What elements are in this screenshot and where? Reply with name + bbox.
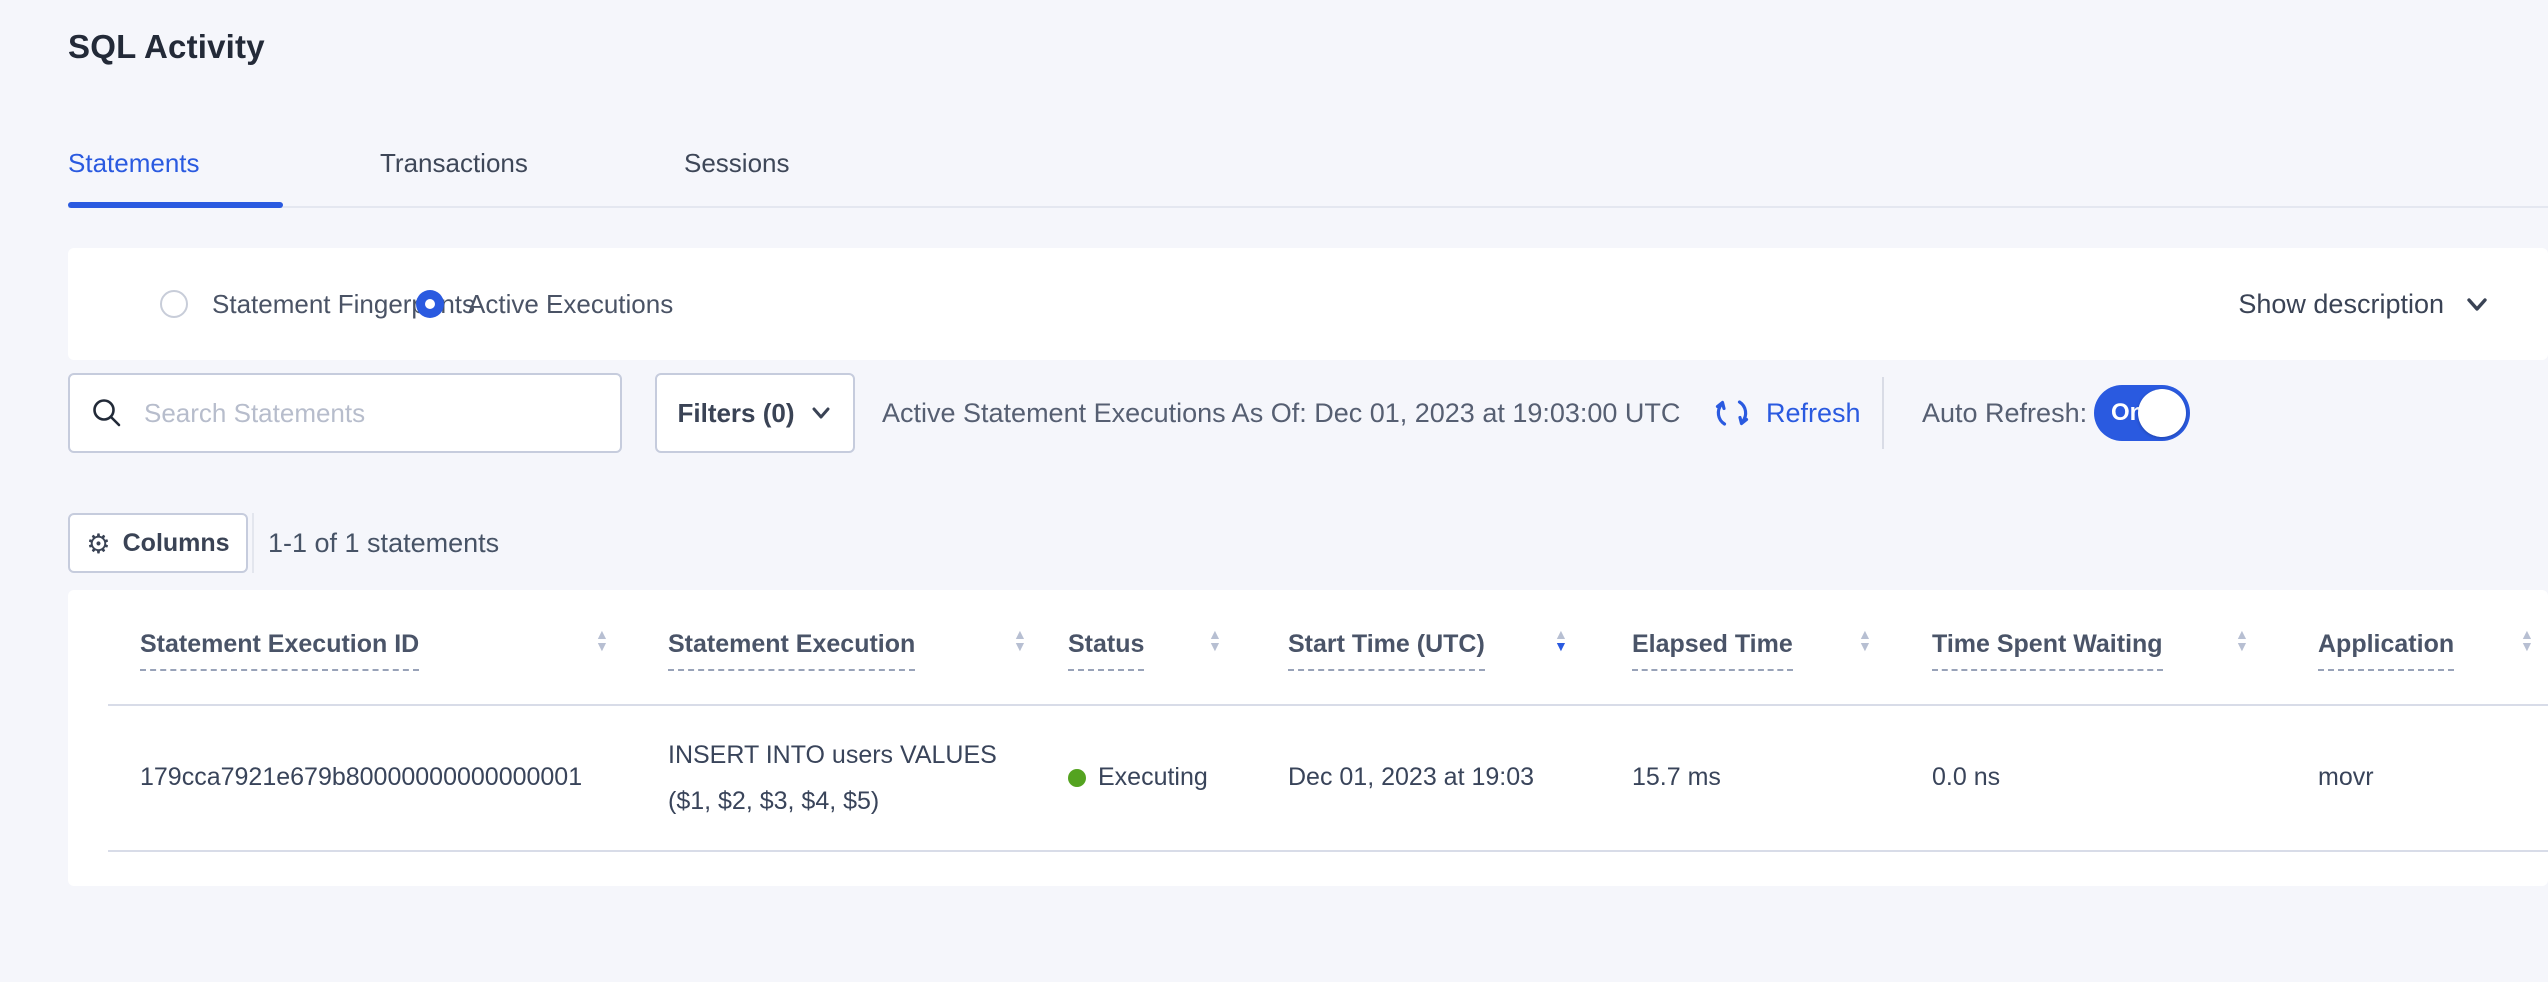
radio-active-executions[interactable]: Active Executions [416, 248, 673, 360]
view-mode-card: Statement Fingerprints Active Executions… [68, 248, 2548, 360]
filters-button[interactable]: Filters (0) [655, 373, 855, 453]
tab-statements[interactable]: Statements [68, 148, 200, 178]
statements-table: Statement Execution ID ▲ ▼ Statement Exec… [68, 590, 2548, 886]
toggle-knob [2138, 389, 2186, 437]
column-header-statement-execution-id[interactable]: Statement Execution ID [140, 630, 420, 671]
tab-bar: Statements Transactions Sessions [0, 140, 2548, 212]
sort-arrows-icon[interactable]: ▲ ▼ [1858, 626, 1872, 654]
vertical-divider [1882, 377, 1884, 449]
search-icon [90, 396, 124, 430]
show-description-toggle[interactable]: Show description [2238, 248, 2492, 360]
radio-unselected-icon [160, 290, 188, 318]
vertical-divider [252, 513, 254, 573]
column-header-elapsed-time[interactable]: Elapsed Time [1632, 630, 1793, 671]
show-description-label: Show description [2238, 288, 2444, 319]
columns-button[interactable]: ⚙ Columns [68, 513, 248, 573]
sort-arrows-icon[interactable]: ▲ ▼ [2520, 626, 2534, 654]
column-header-time-spent-waiting[interactable]: Time Spent Waiting [1932, 630, 2163, 671]
refresh-button[interactable]: Refresh [1712, 373, 1861, 453]
column-header-application[interactable]: Application [2318, 630, 2455, 671]
results-count: 1-1 of 1 statements [268, 527, 500, 558]
radio-selected-icon [416, 290, 444, 318]
tab-transactions[interactable]: Transactions [380, 148, 528, 178]
refresh-label: Refresh [1766, 397, 1861, 428]
sort-arrows-icon[interactable]: ▲ ▼ [1208, 626, 1222, 654]
auto-refresh-label: Auto Refresh: [1922, 397, 2088, 428]
search-input[interactable] [142, 396, 600, 430]
statement-line-2: ($1, $2, $3, $4, $5) [668, 786, 880, 815]
column-header-statement-execution[interactable]: Statement Execution [668, 630, 916, 671]
active-tab-indicator [68, 202, 283, 208]
chevron-down-icon [809, 401, 833, 425]
cell-start-time: Dec 01, 2023 at 19:03 [1288, 763, 1535, 791]
page-title: SQL Activity [68, 28, 265, 65]
status-label: Executing [1098, 763, 1208, 791]
tab-divider-line [68, 206, 2548, 208]
sort-arrows-icon[interactable]: ▲ ▼ [595, 626, 609, 654]
filters-label: Filters (0) [677, 397, 795, 428]
search-input-wrapper[interactable] [68, 373, 622, 453]
cell-time-spent-waiting: 0.0 ns [1932, 763, 2001, 791]
sort-arrows-icon[interactable]: ▲ ▼ [2235, 626, 2249, 654]
cell-status: Executing [1068, 705, 1208, 850]
cell-execution-id[interactable]: 179cca7921e679b80000000000000001 [140, 763, 583, 791]
sort-arrows-icon[interactable]: ▲ ▼ [1013, 626, 1027, 654]
gear-icon: ⚙ [86, 528, 111, 559]
header-divider [108, 704, 2548, 706]
auto-refresh-toggle[interactable]: On [2094, 385, 2190, 441]
tab-sessions[interactable]: Sessions [684, 148, 790, 178]
radio-label: Active Executions [468, 288, 674, 319]
cell-elapsed-time: 15.7 ms [1632, 763, 1721, 791]
column-header-start-time[interactable]: Start Time (UTC) [1288, 630, 1485, 671]
as-of-timestamp: Active Statement Executions As Of: Dec 0… [882, 397, 1681, 428]
table-toolbar: ⚙ Columns 1-1 of 1 statements [0, 513, 2548, 573]
cell-statement-execution[interactable]: INSERT INTO users VALUES ($1, $2, $3, $4… [668, 705, 997, 850]
column-header-status[interactable]: Status [1068, 630, 1145, 671]
row-divider [108, 850, 2548, 852]
columns-label: Columns [122, 528, 230, 557]
sort-arrows-icon-active-desc[interactable]: ▲ ▼ [1554, 626, 1568, 654]
chevron-down-icon [2462, 289, 2492, 319]
refresh-icon [1712, 393, 1752, 433]
cell-application: movr [2318, 763, 2374, 791]
status-dot-icon [1068, 768, 1086, 787]
controls-row: Filters (0) Active Statement Executions … [0, 373, 2548, 453]
statement-line-1: INSERT INTO users VALUES [668, 740, 997, 769]
